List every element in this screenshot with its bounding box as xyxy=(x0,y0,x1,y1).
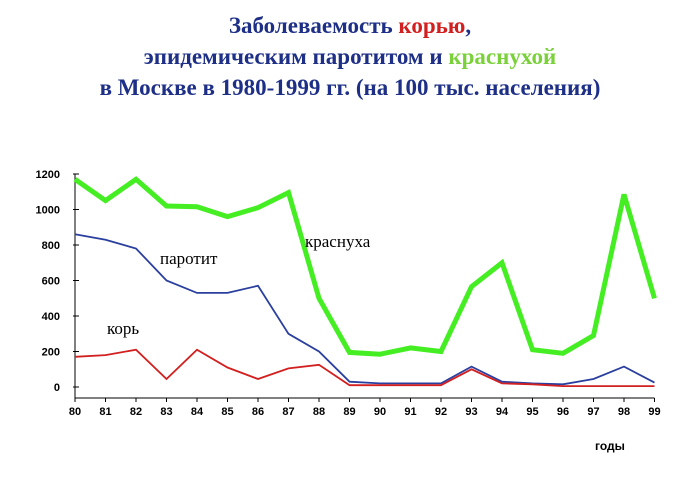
x-tick-label: 99 xyxy=(648,406,660,418)
x-tick-label: 95 xyxy=(526,406,538,418)
x-tick-label: 89 xyxy=(343,406,355,418)
y-tick-label: 1000 xyxy=(36,205,60,217)
y-tick-label: 200 xyxy=(42,347,60,359)
x-tick-label: 96 xyxy=(557,406,569,418)
y-tick-label: 800 xyxy=(42,240,60,252)
x-tick-label: 85 xyxy=(221,406,233,418)
x-tick-label: 98 xyxy=(618,406,630,418)
x-tick-label: 80 xyxy=(69,406,81,418)
x-tick-label: 92 xyxy=(435,406,447,418)
x-tick-label: 90 xyxy=(374,406,386,418)
title-comma: , xyxy=(465,13,472,38)
y-tick-label: 1200 xyxy=(36,169,60,181)
chart-title: Заболеваемость корью, эпидемическим паро… xyxy=(0,10,700,103)
x-tick-label: 93 xyxy=(465,406,477,418)
series-label-1: паротит xyxy=(160,249,218,268)
x-tick-label: 91 xyxy=(404,406,416,418)
x-tick-label: 97 xyxy=(587,406,599,418)
title-line-1: Заболеваемость корью, xyxy=(0,10,700,41)
series-label-2: корь xyxy=(107,319,139,338)
x-tick-label: 82 xyxy=(130,406,142,418)
x-axis-title: годы xyxy=(595,439,625,453)
y-tick-label: 600 xyxy=(42,276,60,288)
series-line-0 xyxy=(73,176,657,357)
x-tick-label: 86 xyxy=(252,406,264,418)
title-line-2: эпидемическим паротитом и краснухой xyxy=(0,41,700,72)
x-tick-label: 87 xyxy=(282,406,294,418)
title-line-3: в Москве в 1980-1999 гг. (на 100 тыс. на… xyxy=(99,75,601,100)
title-measles-word: корью xyxy=(398,13,466,38)
series-line-2 xyxy=(74,348,655,388)
y-tick-label: 400 xyxy=(42,311,60,323)
y-tick-label: 0 xyxy=(54,382,60,394)
title-text: эпидемическим паротитом и xyxy=(143,44,449,69)
series-label-0: краснуха xyxy=(305,232,371,251)
x-tick-label: 94 xyxy=(496,406,509,418)
x-tick-label: 88 xyxy=(313,406,325,418)
x-tick-label: 83 xyxy=(160,406,172,418)
series-line-1 xyxy=(74,233,655,386)
x-tick-label: 81 xyxy=(99,406,111,418)
title-text: Заболеваемость xyxy=(228,13,399,38)
title-rubella-word: краснухой xyxy=(448,44,557,69)
x-tick-label: 84 xyxy=(191,406,204,418)
